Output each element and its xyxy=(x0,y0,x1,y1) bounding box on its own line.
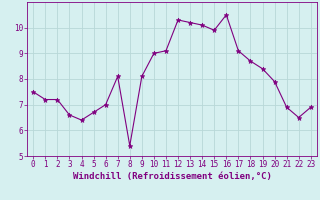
X-axis label: Windchill (Refroidissement éolien,°C): Windchill (Refroidissement éolien,°C) xyxy=(73,172,271,181)
